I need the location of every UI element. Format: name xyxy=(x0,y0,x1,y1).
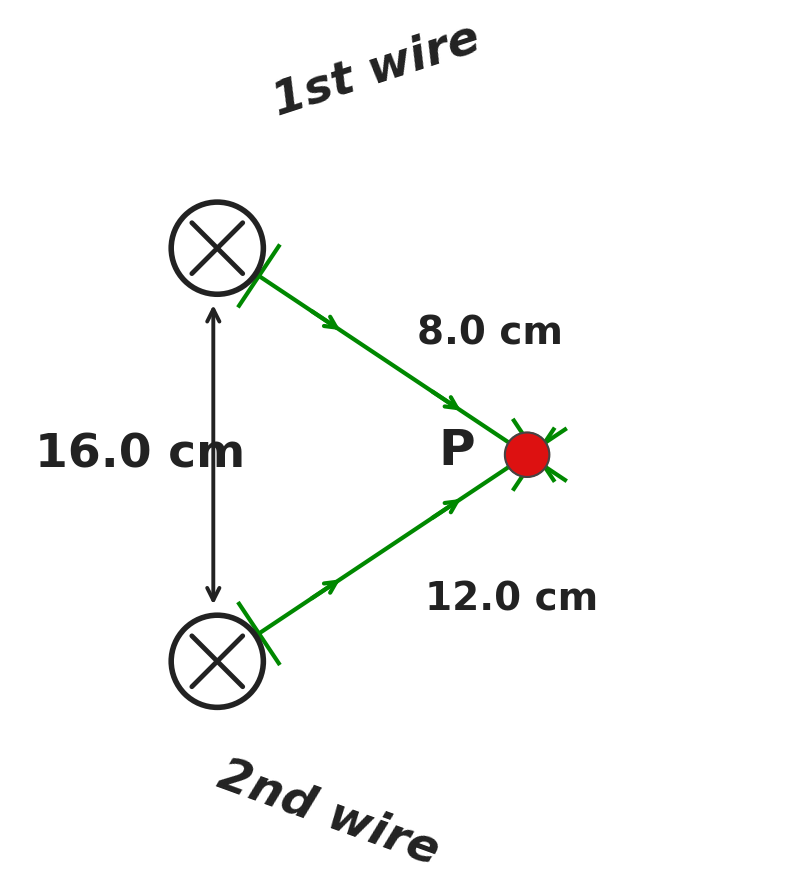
Text: 16.0 cm: 16.0 cm xyxy=(34,433,245,477)
Text: P: P xyxy=(439,427,475,474)
Text: 12.0 cm: 12.0 cm xyxy=(425,581,598,619)
Text: 8.0 cm: 8.0 cm xyxy=(417,314,563,352)
Text: 1st wire: 1st wire xyxy=(267,16,486,125)
Text: 2nd wire: 2nd wire xyxy=(212,753,445,874)
Circle shape xyxy=(505,433,550,477)
